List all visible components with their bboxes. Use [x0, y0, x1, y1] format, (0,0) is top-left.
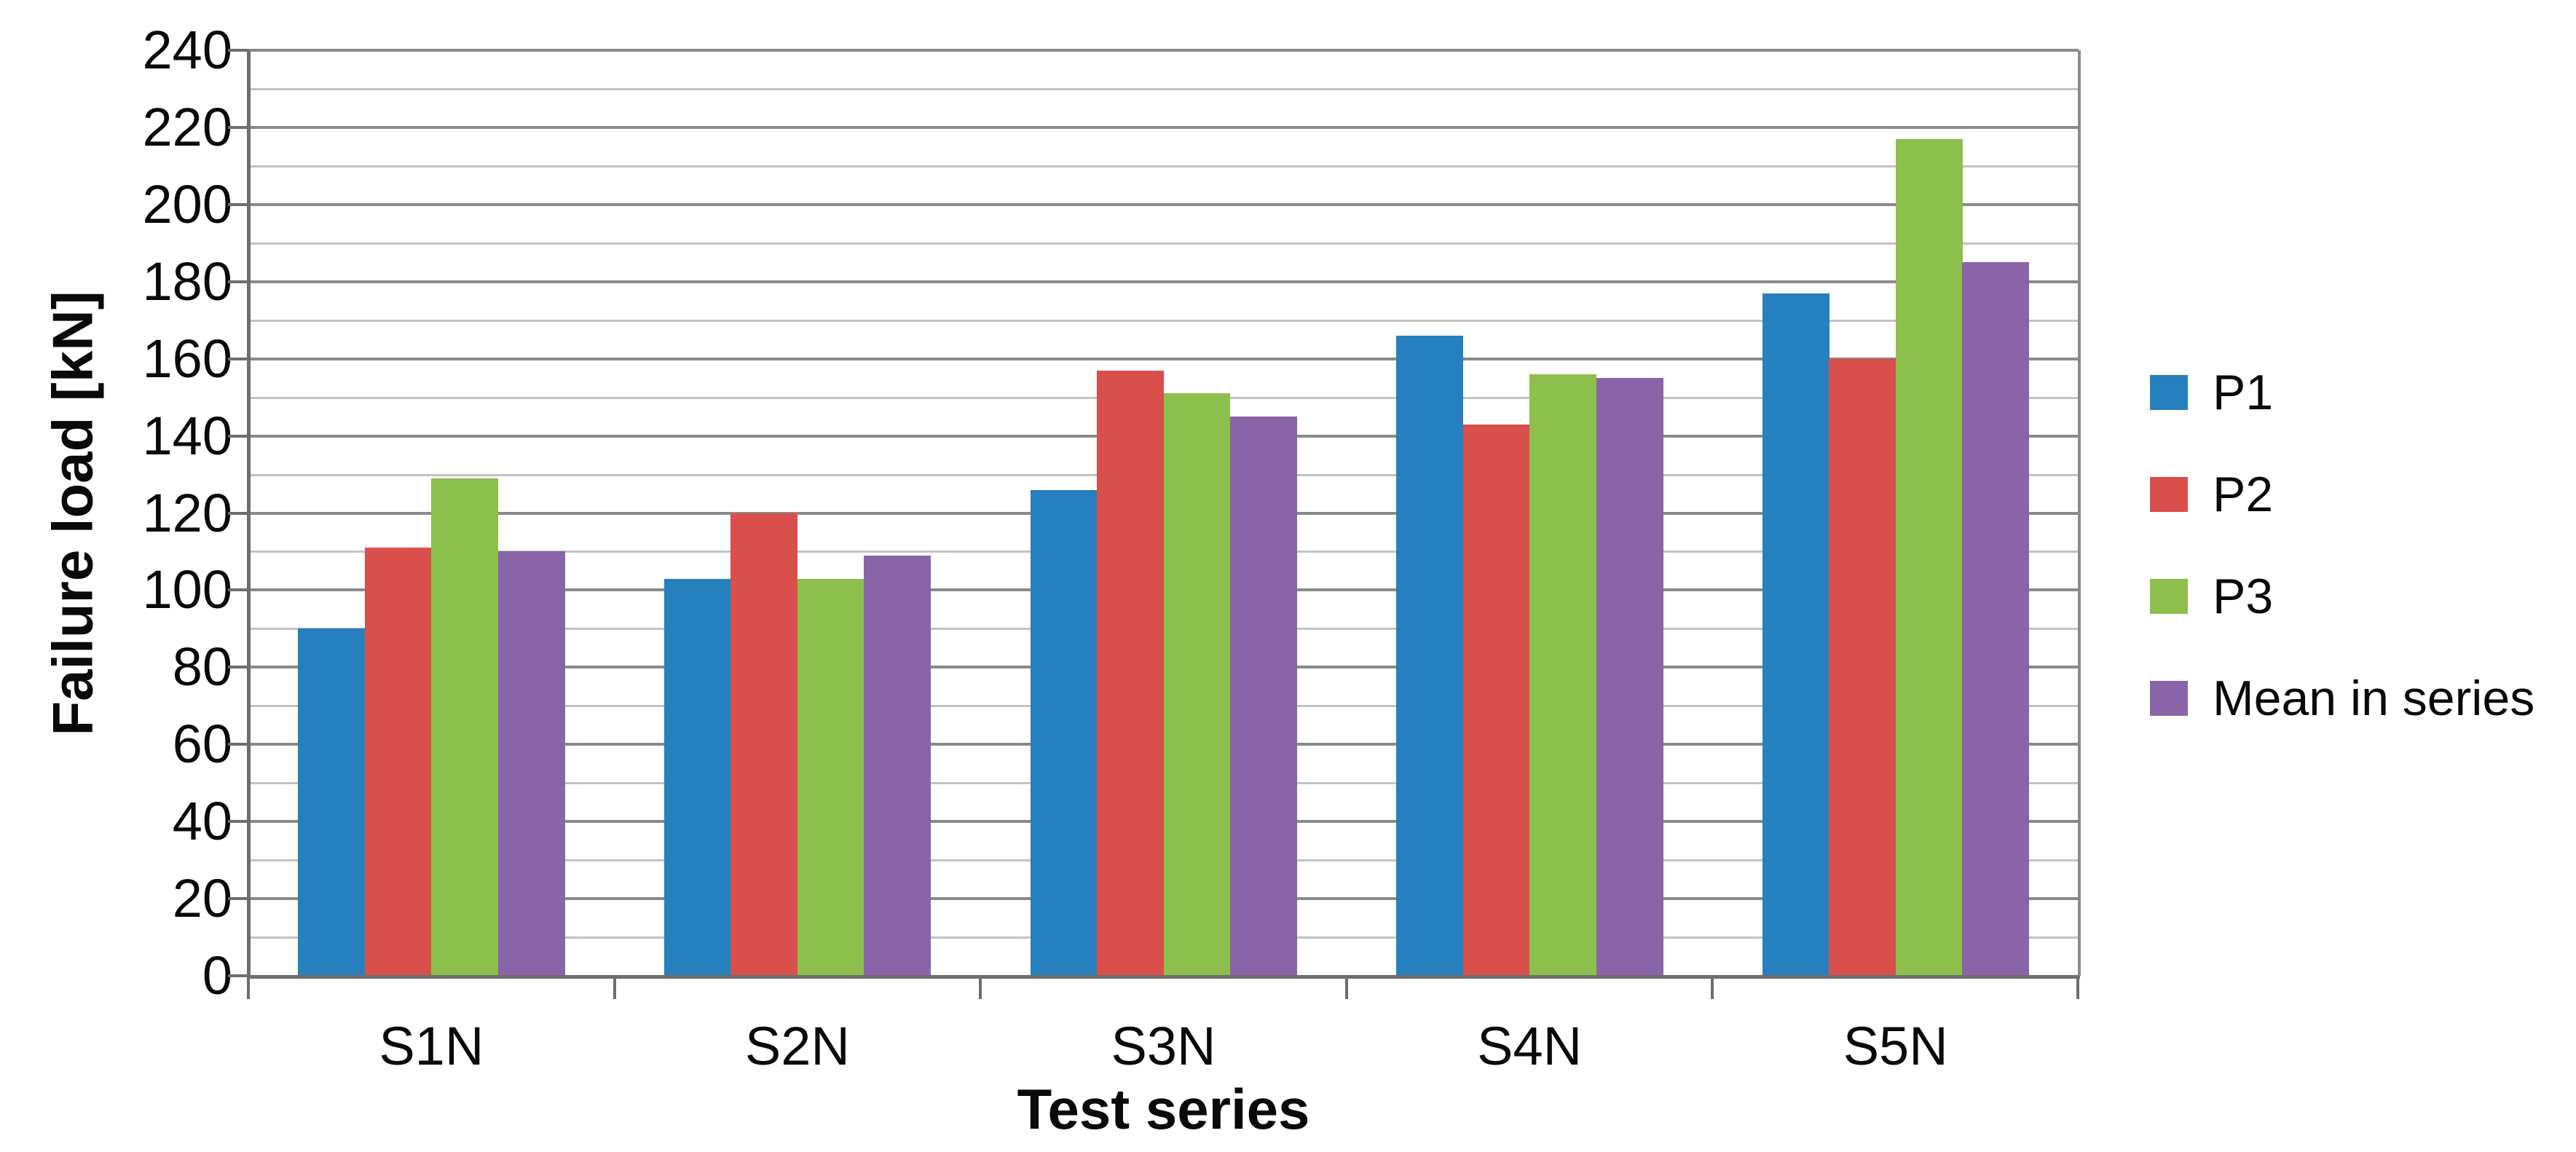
bar-P3-S5N [1895, 138, 1963, 976]
bar-Mean-in-series-S2N [864, 555, 931, 976]
category-label-S1N: S1N [379, 1016, 484, 1076]
bar-P3-S2N [797, 578, 864, 976]
bar-P3-S3N [1163, 393, 1231, 976]
y-tick-label: 120 [142, 482, 232, 543]
y-axis-tick [228, 357, 248, 360]
legend-item-P1: P1 [2150, 368, 2534, 417]
y-axis-tick [228, 280, 248, 283]
y-tick-label: 80 [172, 636, 232, 698]
x-axis-tick [247, 976, 250, 999]
category-label-S4N: S4N [1477, 1016, 1583, 1076]
bar-P2-S2N [730, 513, 798, 976]
legend-label: P2 [2213, 467, 2274, 522]
bar-P3-S1N [431, 478, 499, 976]
y-axis-tick [228, 202, 248, 206]
legend-swatch-icon [2150, 579, 2188, 614]
y-axis-tick [228, 588, 248, 592]
y-axis-tick [228, 434, 248, 438]
y-axis-tick [228, 666, 248, 669]
legend-label: Mean in series [2213, 671, 2535, 726]
legend-item-P2: P2 [2150, 467, 2534, 522]
y-tick-label: 240 [142, 20, 232, 80]
legend-item-Mean-in-series: Mean in series [2150, 671, 2535, 726]
legend-swatch-icon [2150, 477, 2188, 512]
major-gridline [248, 49, 2079, 52]
bar-P1-S3N [1030, 489, 1098, 976]
bar-P2-S4N [1462, 424, 1530, 976]
x-axis-tick [1711, 976, 1714, 999]
category-label-S2N: S2N [744, 1016, 850, 1076]
x-axis-tick [979, 976, 982, 999]
legend: P1 P2 P3 Mean in series [2150, 368, 2535, 726]
bar-Mean-in-series-S1N [497, 551, 565, 976]
y-tick-label: 40 [172, 791, 232, 852]
bar-P3-S4N [1529, 374, 1597, 976]
bar-P1-S1N [298, 628, 366, 976]
y-axis-tick [228, 820, 248, 824]
plot-right-border [2078, 50, 2081, 976]
minor-gridline [248, 319, 2079, 322]
bar-Mean-in-series-S3N [1229, 417, 1297, 976]
y-axis-tick [228, 511, 248, 515]
y-axis-tick [228, 49, 248, 52]
y-tick-label: 60 [172, 714, 232, 775]
y-tick-label: 220 [142, 96, 232, 157]
y-tick-label: 100 [142, 559, 232, 620]
category-label-S5N: S5N [1843, 1016, 1948, 1076]
y-tick-label: 0 [202, 945, 232, 1006]
major-gridline [248, 280, 2079, 283]
x-axis-tick [2076, 976, 2079, 999]
bar-P2-S5N [1829, 358, 1896, 976]
legend-item-P3: P3 [2150, 569, 2534, 624]
x-axis-title: Test series [1017, 1077, 1310, 1141]
y-tick-label: 160 [142, 328, 232, 389]
legend-swatch-icon [2150, 681, 2188, 716]
minor-gridline [248, 87, 2079, 90]
legend-swatch-icon [2150, 375, 2188, 410]
y-axis-tick [228, 974, 248, 977]
bar-P1-S5N [1762, 293, 1829, 976]
category-label-S3N: S3N [1111, 1016, 1216, 1076]
bar-P1-S2N [663, 578, 731, 976]
y-axis-line [247, 50, 251, 978]
bar-P2-S1N [364, 548, 432, 976]
x-axis-line [247, 975, 2080, 979]
major-gridline [248, 357, 2079, 360]
bar-Mean-in-series-S5N [1962, 262, 2030, 976]
y-tick-label: 180 [142, 250, 232, 312]
minor-gridline [248, 165, 2079, 167]
y-tick-label: 200 [142, 173, 232, 234]
x-axis-tick [613, 976, 616, 999]
x-axis-tick [1344, 976, 1348, 999]
major-gridline [248, 202, 2079, 206]
y-axis-tick [228, 897, 248, 901]
legend-label: P1 [2213, 365, 2274, 420]
bar-Mean-in-series-S4N [1596, 378, 1663, 976]
y-tick-label: 140 [142, 405, 232, 466]
bar-P2-S3N [1097, 370, 1164, 976]
legend-label: P3 [2213, 569, 2274, 624]
y-axis-tick [228, 125, 248, 129]
y-axis-tick [228, 743, 248, 746]
y-tick-label: 20 [172, 868, 232, 929]
major-gridline [248, 125, 2079, 129]
minor-gridline [248, 242, 2079, 245]
bar-P1-S4N [1396, 335, 1464, 976]
